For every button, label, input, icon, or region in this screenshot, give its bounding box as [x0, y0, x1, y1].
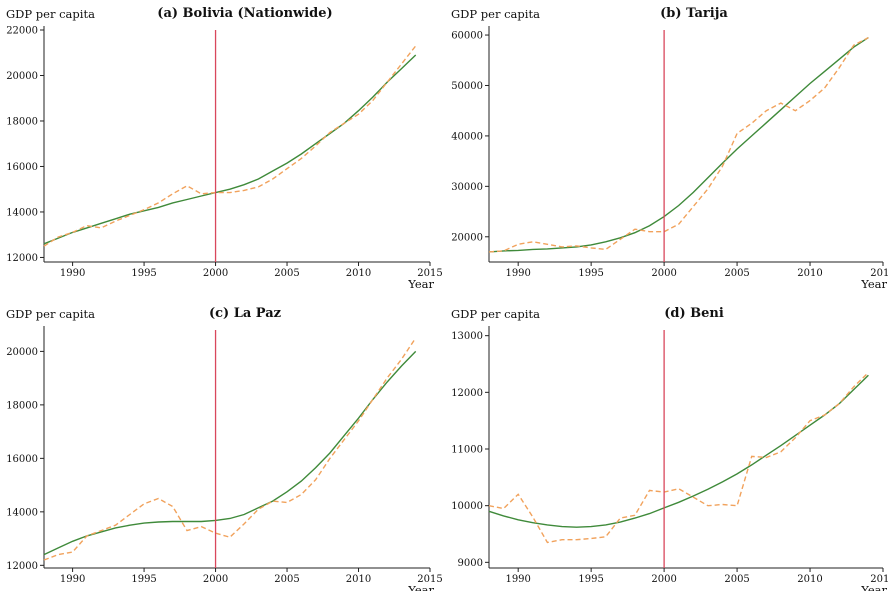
x-axis-title: Year — [407, 583, 434, 591]
chart-panel-4: (d) Beni GDP per capita Year 9000 10000 11000… — [451, 306, 888, 591]
y-tick-label: 50000 — [451, 81, 483, 92]
y-axis-title: GDP per capita — [451, 7, 540, 21]
y-tick-label: 12000 — [451, 388, 483, 399]
x-tick-label: 1990 — [60, 574, 85, 585]
y-tick-label: 60000 — [451, 31, 483, 42]
y-tick-label: 22000 — [6, 26, 38, 37]
x-axis-title: Year — [860, 277, 887, 291]
y-axis-title: GDP per capita — [6, 307, 95, 321]
y-axis-title: GDP per capita — [6, 7, 95, 21]
y-axis-title: GDP per capita — [451, 307, 540, 321]
x-tick-label: 2010 — [346, 574, 371, 585]
chart-panel-2: (b) Tarija GDP per capita Year 20000 30000 40… — [451, 6, 888, 291]
chart-panel-1: (a) Bolivia (Nationwide) GDP per capita Ye… — [6, 6, 443, 291]
x-tick-label: 2000 — [651, 574, 676, 585]
panel-title: (c) La Paz — [209, 306, 281, 321]
x-tick-label: 1990 — [60, 268, 85, 279]
panel-title: (d) Beni — [664, 306, 724, 321]
y-tick-label: 11000 — [451, 445, 483, 456]
x-tick-label: 2005 — [274, 574, 299, 585]
x-tick-label: 2010 — [797, 268, 822, 279]
x-tick-label: 1990 — [505, 574, 530, 585]
y-tick-label: 18000 — [6, 400, 38, 411]
panel-title: (a) Bolivia (Nationwide) — [157, 6, 332, 21]
panel-title: (b) Tarija — [660, 6, 728, 21]
solid-series-line — [488, 374, 869, 528]
x-tick-label: 2000 — [651, 268, 676, 279]
x-tick-label: 1995 — [131, 268, 156, 279]
y-tick-label: 12000 — [6, 561, 38, 572]
dashed-series-line — [488, 371, 869, 544]
x-tick-label: 2005 — [274, 268, 299, 279]
x-tick-label: 2005 — [724, 268, 749, 279]
y-tick-label: 12000 — [6, 253, 38, 264]
x-tick-label: 1995 — [131, 574, 156, 585]
x-tick-label: 2015 — [870, 574, 888, 585]
solid-series-line — [43, 54, 417, 245]
y-tick-label: 20000 — [6, 347, 38, 358]
x-tick-label: 1995 — [578, 574, 603, 585]
x-axis-title: Year — [860, 583, 887, 591]
y-tick-label: 30000 — [451, 182, 483, 193]
x-tick-label: 2015 — [870, 268, 888, 279]
y-tick-label: 13000 — [451, 331, 483, 342]
y-tick-label: 14000 — [6, 507, 38, 518]
x-tick-label: 2000 — [203, 574, 228, 585]
y-tick-label: 20000 — [6, 71, 38, 82]
x-tick-label: 2015 — [417, 268, 442, 279]
solid-series-line — [43, 350, 417, 556]
dashed-series-line — [488, 36, 869, 253]
x-tick-label: 2010 — [346, 268, 371, 279]
y-tick-label: 10000 — [451, 501, 483, 512]
x-tick-label: 2010 — [797, 574, 822, 585]
y-tick-label: 9000 — [458, 558, 483, 569]
chart-panel-3: (c) La Paz GDP per capita Year 12000 14000 16… — [6, 306, 443, 591]
y-tick-label: 40000 — [451, 131, 483, 142]
y-tick-label: 14000 — [6, 207, 38, 218]
x-tick-label: 2005 — [724, 574, 749, 585]
x-tick-label: 1990 — [505, 268, 530, 279]
dashed-series-line — [43, 45, 417, 247]
y-tick-label: 18000 — [6, 116, 38, 127]
y-tick-label: 16000 — [6, 162, 38, 173]
x-tick-label: 1995 — [578, 268, 603, 279]
x-axis-title: Year — [407, 277, 434, 291]
dashed-series-line — [43, 337, 417, 561]
x-tick-label: 2015 — [417, 574, 442, 585]
y-tick-label: 16000 — [6, 454, 38, 465]
x-tick-label: 2000 — [203, 268, 228, 279]
y-tick-label: 20000 — [451, 232, 483, 243]
solid-series-line — [488, 37, 869, 253]
